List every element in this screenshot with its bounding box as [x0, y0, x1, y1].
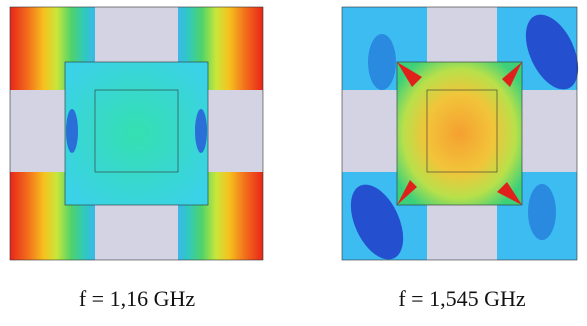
block [95, 7, 178, 62]
outline [94, 89, 179, 173]
field-spot [525, 14, 579, 90]
block [427, 7, 497, 62]
caption: f = 1,16 GHz [79, 286, 196, 311]
field-spot [368, 34, 396, 90]
field-spot [350, 184, 404, 260]
outline [341, 6, 578, 261]
hot-spot [397, 62, 522, 205]
outline [396, 61, 523, 206]
field-spot [195, 109, 207, 153]
block [522, 90, 577, 172]
field-plot-1 [9, 6, 264, 261]
block [342, 90, 397, 172]
caption: f = 1,545 GHz [398, 286, 526, 311]
center-field [65, 62, 208, 205]
center-field [397, 62, 522, 205]
field-spot [66, 109, 78, 153]
outline [9, 6, 264, 261]
block [208, 90, 263, 172]
field-plot-2 [341, 6, 579, 261]
outline [426, 89, 498, 173]
block [427, 205, 497, 260]
outline [64, 61, 209, 206]
block [95, 205, 178, 260]
block [10, 90, 65, 172]
field-spot [528, 184, 556, 240]
